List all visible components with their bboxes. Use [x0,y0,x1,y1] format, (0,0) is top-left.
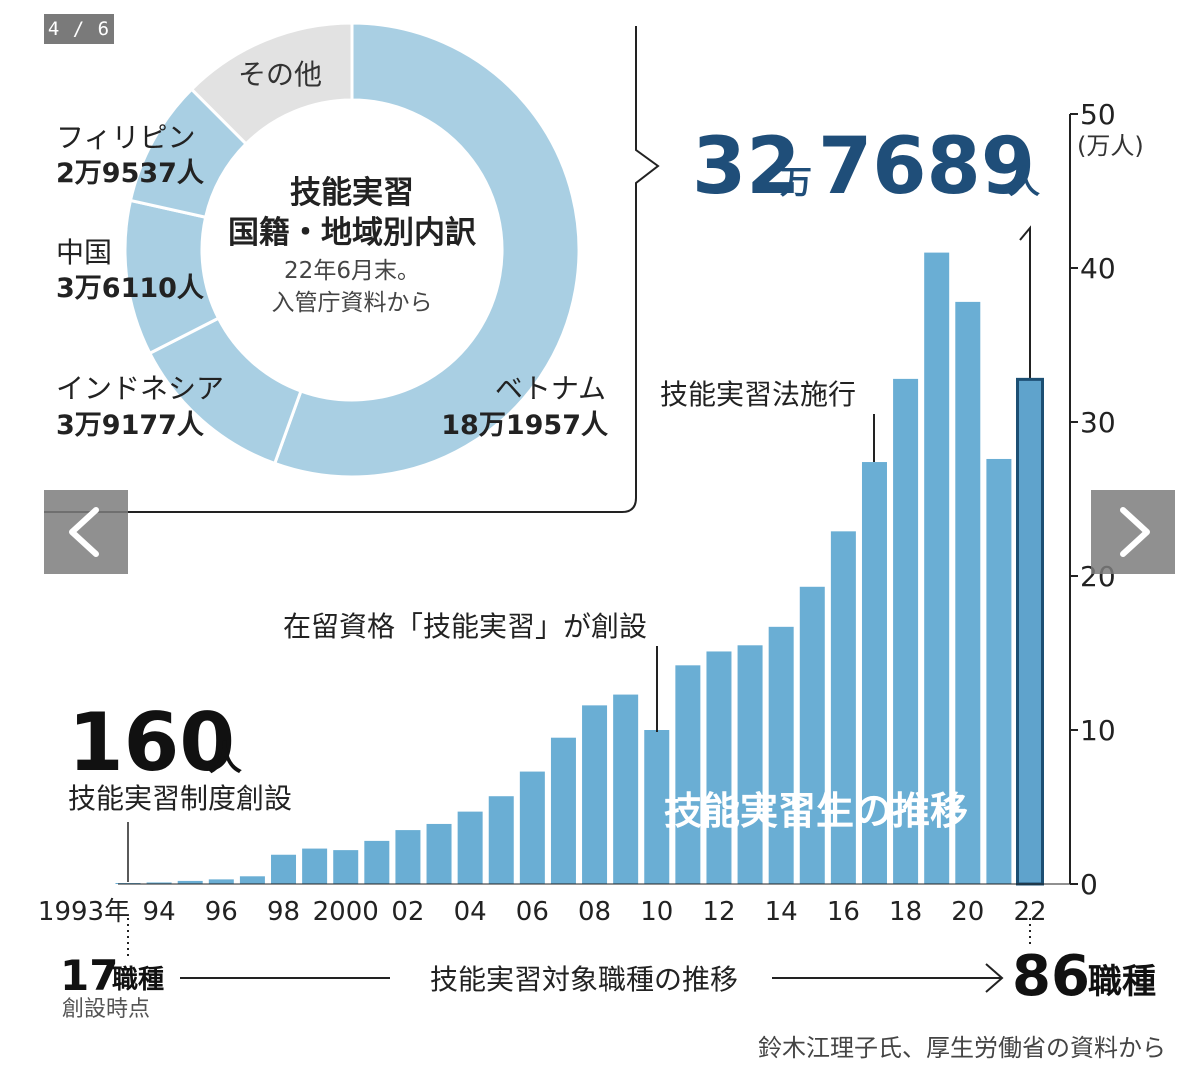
bar-1995 [177,880,203,884]
chevron-right-icon [1120,507,1150,557]
segment-label-other: その他 [238,58,322,91]
annotation-shikaku-sousetsu: 在留資格「技能実習」が創設 [283,610,647,643]
x-tick-2006: 06 [516,897,549,927]
bar-2014 [768,626,794,884]
annotation-ho-shiko: 技能実習法施行 [660,378,856,411]
segment-value-indonesia: 3万9177人 [56,410,204,441]
y-axis-unit-label: (万人) [1077,132,1144,160]
y-tick-label-30: 30 [1080,406,1116,439]
bar-2018 [893,378,919,884]
bar-2011 [675,665,701,884]
x-tick-1996: 96 [205,897,238,927]
bar-2015 [799,586,825,884]
bar-series [115,252,1044,886]
donut-segment-vietnam [272,21,581,479]
x-tick-2012: 12 [702,897,735,927]
source-credit: 鈴木江理子氏、厚生労働省の資料から [758,1034,1166,1062]
x-tick-2018: 18 [889,897,922,927]
jobtypes-arrow-right-line [772,963,1004,993]
segment-label-china: 中国 [56,236,112,269]
headline-unit-man: 万 [780,163,812,201]
bar-2013 [737,645,763,884]
callout-number-160: 160 [68,696,235,789]
segment-value-philippines: 2万9537人 [56,158,204,189]
x-tick-2000: 2000 [313,897,379,927]
bar-2004 [457,811,483,884]
headline-total: 32 万 7689 人 [692,122,1040,212]
x-tick-2020: 20 [951,897,984,927]
bar-2019 [924,252,950,885]
segment-label-vietnam: ベトナム [495,372,606,405]
x-tick-2014: 14 [765,897,798,927]
y-tick-label-50: 50 [1080,98,1116,131]
headline-pointer-line [1019,225,1031,378]
bar-2007 [550,737,576,884]
bar-2017 [861,462,887,884]
donut-title-line1: 技能実習 [290,175,414,211]
bar-2016 [830,531,856,884]
segment-value-china: 3万6110人 [56,273,204,304]
segment-label-indonesia: インドネシア [56,372,224,405]
headline-number-32: 32 [692,122,801,212]
donut-note-line1: 22年6月末。 [284,258,420,284]
bar-2003 [426,823,452,884]
x-tick-2016: 16 [827,897,860,927]
bar-1999 [302,848,328,884]
donut-title-line2: 国籍・地域別内訳 [228,215,477,251]
segment-value-vietnam: 18万1957人 [441,410,608,441]
bar-2000 [333,850,359,884]
y-tick-label-10: 10 [1080,714,1116,747]
bar-1994 [146,882,172,884]
x-tick-2010: 10 [640,897,673,927]
bar-2008 [582,705,608,884]
donut-segment-other [189,21,354,146]
x-tick-1993: 1993年 [38,897,130,927]
callout-caption: 技能実習制度創設 [68,782,292,815]
segment-label-philippines: フィリピン [56,121,195,154]
x-axis-tick-labels: 1993年 94 96 98 2000 02 04 06 08 10 12 14 16 18 20 22 [38,897,1047,927]
bar-2009 [613,694,639,884]
x-tick-1998: 98 [267,897,300,927]
x-tick-2004: 04 [454,897,487,927]
chevron-left-icon [69,507,99,557]
x-tick-2002: 02 [391,897,424,927]
previous-slide-button[interactable] [44,490,128,574]
jobtypes-end-unit: 職種 [1088,962,1156,1002]
slide-counter: 4 / 6 [44,14,114,44]
x-tick-1994: 94 [143,897,176,927]
bar-2010 [644,730,670,884]
bar-2012 [706,651,732,884]
x-tick-2008: 08 [578,897,611,927]
y-tick-label-40: 40 [1080,252,1116,285]
jobtypes-start-number: 17 [60,951,118,1000]
nationality-donut-chart [123,21,581,479]
y-tick-label-0: 0 [1080,868,1098,901]
headline-unit-nin: 人 [1008,163,1040,201]
bar-2020 [955,301,981,884]
headline-number-7689: 7689 [818,122,1035,212]
jobtypes-arrow-label: 技能実習対象職種の推移 [430,963,738,996]
bar-2022 [1016,377,1044,886]
jobtypes-start-unit: 職種 [112,965,164,995]
x-tick-2022: 22 [1013,897,1046,927]
donut-bracket-line [44,26,660,513]
next-slide-button[interactable] [1091,490,1175,574]
bar-2001 [364,840,390,884]
jobtypes-start-caption: 創設時点 [62,997,150,1022]
bar-1997 [239,876,265,884]
donut-note-line2: 入管庁資料から [272,290,433,316]
bar-2005 [488,796,514,884]
callout-unit-nin: 人 [208,739,242,779]
chart-title: 技能実習生の推移 [664,789,968,833]
bar-2006 [519,771,545,884]
bar-1996 [208,879,234,884]
bar-2021 [986,458,1012,884]
bar-1998 [271,854,297,884]
jobtypes-end-number: 86 [1012,944,1090,1009]
bar-2002 [395,830,421,884]
